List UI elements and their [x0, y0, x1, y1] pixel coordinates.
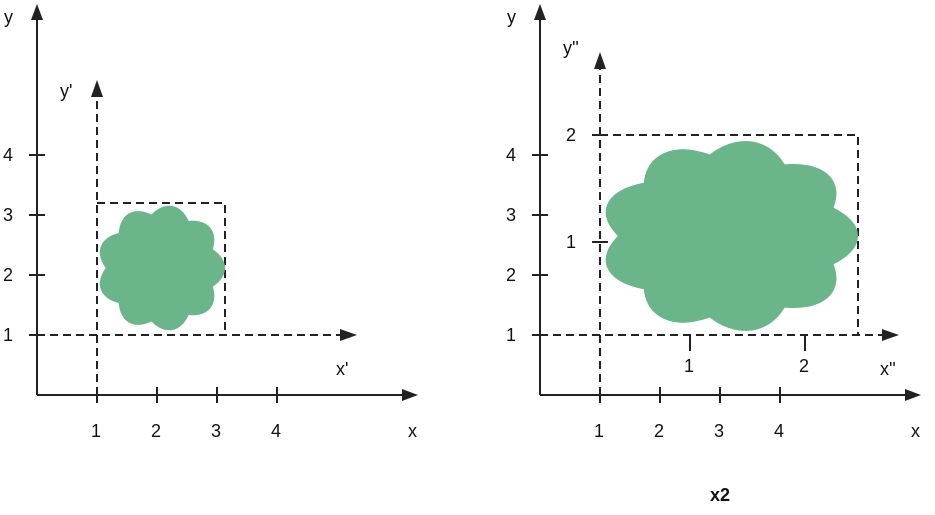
right-x-tick-label: 3 [714, 421, 724, 441]
left-x-axis-arrow [402, 389, 418, 401]
left-bounding-box [97, 202, 226, 335]
right-y-axis-label: y [507, 7, 516, 27]
right-flower-shape [605, 141, 858, 331]
right-y-tick-label: 1 [506, 325, 516, 345]
right-local-x-label: x'' [880, 359, 896, 379]
right-local-y-arrow [594, 52, 606, 69]
left-y-axis-label: y [4, 7, 13, 27]
left-local-y-arrow [91, 80, 103, 97]
right-local-x-tick-label: 2 [799, 356, 809, 376]
right-local-x-tick-label: 1 [684, 356, 694, 376]
scale-caption: x2 [710, 485, 730, 505]
left-x-tick-label: 4 [271, 421, 281, 441]
left-x-tick-label: 1 [91, 421, 101, 441]
left-y-axis-arrow [31, 4, 43, 20]
right-y-tick-label: 4 [506, 145, 516, 165]
right-y-tick-label: 3 [506, 205, 516, 225]
left-y-tick-label: 3 [3, 205, 13, 225]
right-x-axis-label: x [911, 421, 920, 441]
right-local-y-tick-label: 2 [566, 125, 576, 145]
left-y-tick-label: 1 [3, 325, 13, 345]
right-panel: 4 3 2 1 1 2 3 4 y x y'' x'' 2 1 1 2 x2 [506, 4, 921, 505]
right-x-tick-label: 2 [654, 421, 664, 441]
right-x-tick-label: 1 [594, 421, 604, 441]
left-y-tick-label: 4 [3, 145, 13, 165]
right-y-tick-label: 2 [506, 265, 516, 285]
right-local-y-tick-label: 1 [566, 232, 576, 252]
left-x-tick-label: 2 [151, 421, 161, 441]
left-panel: 4 3 2 1 1 2 3 4 y x y' x' [3, 4, 418, 441]
right-x-axis-arrow [905, 389, 921, 401]
right-x-tick-label: 4 [774, 421, 784, 441]
right-local-y-label: y'' [563, 38, 579, 58]
right-local-x-arrow [882, 329, 899, 341]
left-local-x-arrow [340, 329, 357, 341]
left-x-tick-label: 3 [211, 421, 221, 441]
left-flower-shape [99, 205, 225, 331]
right-bounding-box [600, 134, 859, 335]
right-y-axis-arrow [534, 4, 546, 20]
left-local-y-label: y' [60, 81, 72, 101]
left-local-x-label: x' [336, 359, 348, 379]
left-y-tick-label: 2 [3, 265, 13, 285]
left-x-axis-label: x [408, 421, 417, 441]
